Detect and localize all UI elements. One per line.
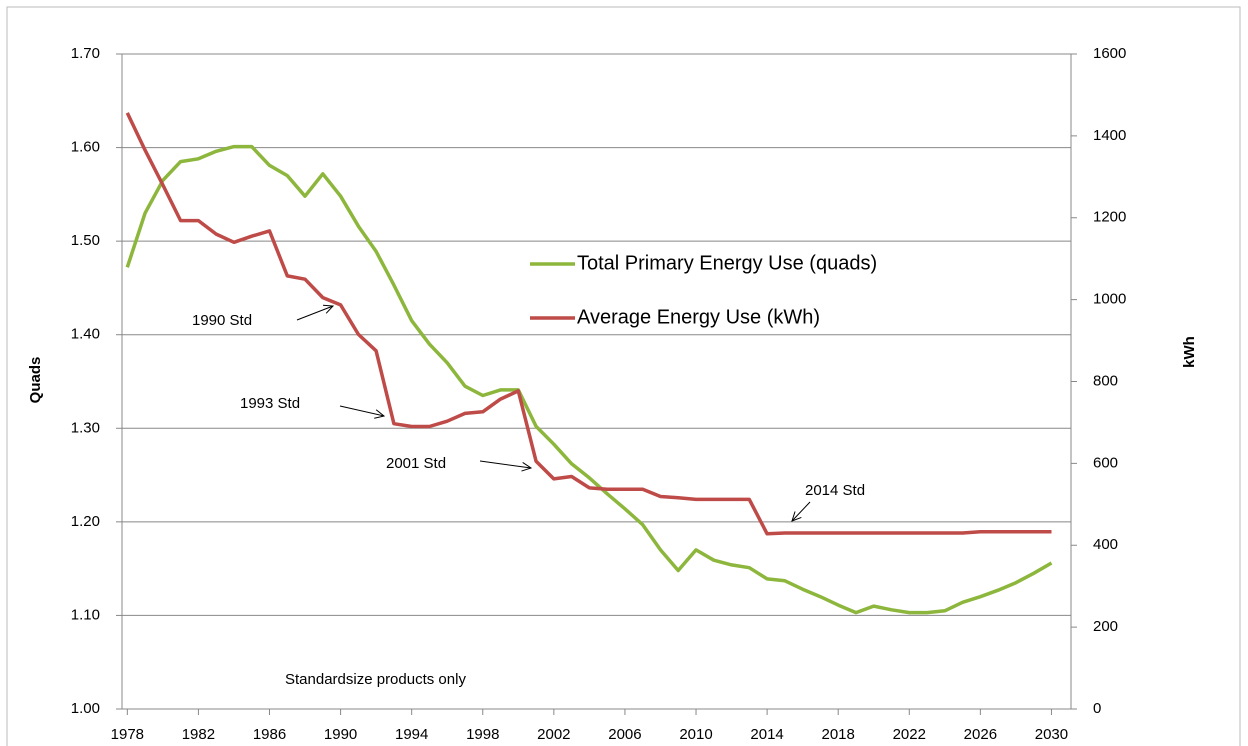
annotation-arrow	[479, 460, 532, 469]
x-tick-label: 2022	[893, 726, 926, 743]
y-tick-label: 1.20	[71, 513, 100, 530]
annotation-arrow	[296, 305, 334, 321]
annotation-arrowhead	[322, 304, 335, 314]
y2-tick-label: 1200	[1093, 209, 1126, 226]
x-tick-label: 1982	[182, 726, 215, 743]
y-tick-label: 1.10	[71, 606, 100, 623]
annotation: 1990 Std	[192, 312, 252, 329]
x-tick-label: 1978	[111, 726, 144, 743]
y2-axis-title: kWh	[1181, 336, 1198, 368]
y2-tick-label: 0	[1093, 700, 1101, 717]
y2-tick-label: 400	[1093, 536, 1118, 553]
y-tick-label: 1.50	[71, 232, 100, 249]
y2-tick-label: 1600	[1093, 45, 1126, 62]
legend-label: Total Primary Energy Use (quads)	[577, 252, 877, 274]
legend-label: Average Energy Use (kWh)	[577, 306, 820, 328]
y2-tick-label: 1400	[1093, 127, 1126, 144]
annotation: 2014 Std	[805, 482, 865, 499]
y-tick-label: 1.30	[71, 419, 100, 436]
y2-tick-label: 600	[1093, 454, 1118, 471]
y-tick-label: 1.70	[71, 45, 100, 62]
annotation: 1993 Std	[240, 395, 300, 412]
annotation-arrow	[339, 405, 385, 417]
y-axis-title: Quads	[27, 357, 44, 404]
x-tick-label: 1986	[253, 726, 286, 743]
data-line	[125, 144, 1053, 615]
y-tick-label: 1.00	[71, 700, 100, 717]
x-tick-label: 2018	[822, 726, 855, 743]
chart-frame	[6, 6, 1241, 746]
y2-tick-label: 800	[1093, 372, 1118, 389]
y-tick-label: 1.60	[71, 139, 100, 156]
x-tick-label: 2010	[679, 726, 712, 743]
x-tick-label: 2002	[537, 726, 570, 743]
x-tick-label: 2026	[964, 726, 997, 743]
y-tick-label: 1.40	[71, 326, 100, 343]
annotation: Standardsize products only	[285, 671, 466, 688]
annotation-arrowhead	[791, 511, 802, 522]
annotation: 2001 Std	[386, 455, 446, 472]
x-tick-label: 1990	[324, 726, 357, 743]
x-tick-label: 2030	[1035, 726, 1068, 743]
x-tick-label: 2006	[608, 726, 641, 743]
x-tick-label: 1994	[395, 726, 428, 743]
x-tick-label: 2014	[750, 726, 783, 743]
y2-tick-label: 1000	[1093, 291, 1126, 308]
annotation-arrowhead	[374, 409, 386, 419]
annotation-arrow	[791, 501, 811, 522]
annotation-arrowhead	[521, 462, 533, 472]
data-line	[125, 112, 1052, 536]
x-tick-label: 1998	[466, 726, 499, 743]
y2-tick-label: 200	[1093, 618, 1118, 635]
